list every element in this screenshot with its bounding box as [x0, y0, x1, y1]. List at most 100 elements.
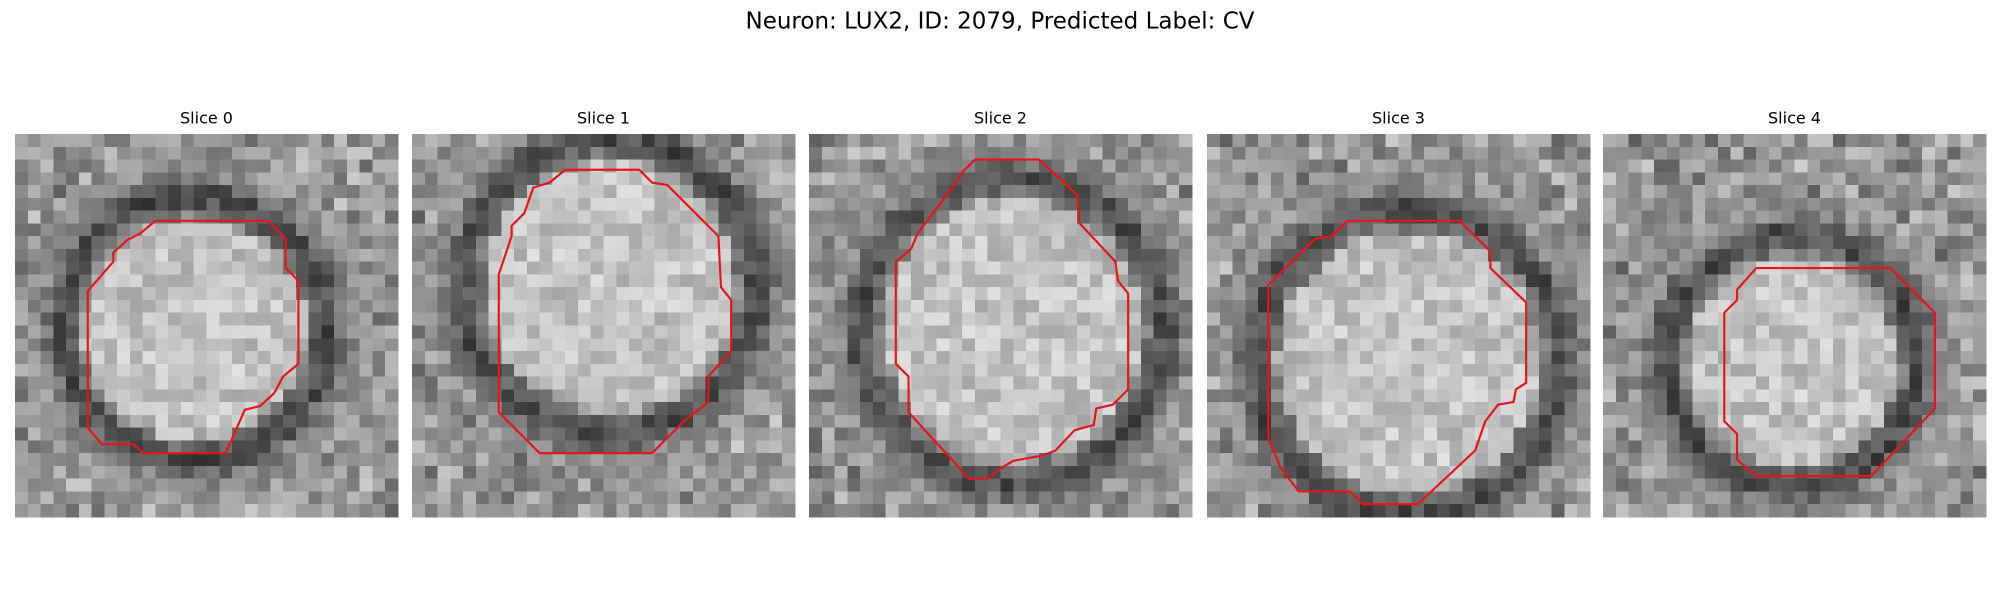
pixel: [244, 414, 258, 429]
pixel: [437, 465, 451, 480]
pixel: [180, 134, 195, 148]
pixel: [1245, 414, 1259, 429]
pixel: [1781, 389, 1795, 403]
pixel: [1347, 465, 1361, 480]
pixel: [1538, 159, 1553, 173]
pixel: [270, 248, 284, 263]
pixel: [629, 210, 643, 224]
pixel: [1424, 146, 1438, 160]
pixel: [1013, 325, 1027, 339]
pixel: [718, 478, 732, 492]
pixel: [1909, 402, 1923, 416]
pixel: [539, 197, 553, 211]
pixel: [359, 312, 373, 326]
pixel: [206, 376, 220, 390]
pixel: [1679, 376, 1693, 390]
pixel: [412, 197, 426, 211]
pixel: [1026, 287, 1040, 301]
pixel: [641, 299, 655, 314]
pixel: [334, 389, 348, 403]
pixel: [359, 185, 373, 199]
pixel: [78, 261, 92, 275]
pixel: [1538, 363, 1553, 377]
pixel: [1385, 402, 1399, 416]
pixel: [1922, 274, 1936, 288]
pixel: [1641, 465, 1655, 480]
pixel: [1449, 146, 1463, 160]
pixel: [40, 210, 54, 224]
pixel: [629, 427, 643, 441]
pixel: [1398, 338, 1412, 352]
pixel: [40, 402, 54, 416]
pixel: [1807, 363, 1821, 377]
pixel: [1960, 491, 1974, 505]
pixel: [1334, 402, 1348, 416]
pixel: [756, 478, 770, 492]
pixel: [1832, 504, 1846, 518]
pixel: [321, 248, 335, 263]
pixel: [1820, 389, 1834, 403]
pixel: [1064, 223, 1078, 237]
pixel: [283, 478, 297, 492]
pixel: [180, 491, 195, 505]
pixel: [1013, 146, 1027, 160]
pixel: [244, 197, 258, 211]
pixel: [1513, 363, 1527, 377]
pixel: [1219, 414, 1233, 429]
pixel: [244, 248, 258, 263]
pixel: [359, 351, 373, 365]
pixel: [821, 261, 835, 275]
pixel: [1115, 159, 1129, 173]
pixel: [1743, 504, 1757, 518]
pixel: [437, 427, 451, 441]
pixel: [193, 491, 207, 505]
pixel: [1871, 236, 1885, 250]
pixel: [219, 197, 233, 211]
pixel: [667, 248, 681, 263]
pixel: [1934, 414, 1949, 429]
pixel: [219, 427, 233, 441]
pixel: [372, 478, 386, 492]
pixel: [1526, 491, 1540, 505]
pixel: [1705, 287, 1719, 301]
pixel: [847, 465, 861, 480]
pixel: [1258, 172, 1272, 186]
pixel: [809, 185, 823, 199]
pixel: [129, 210, 144, 224]
pixel: [488, 453, 502, 467]
pixel: [15, 465, 29, 480]
pixel: [782, 185, 796, 199]
pixel: [219, 414, 233, 429]
pixel: [424, 376, 438, 390]
pixel: [1832, 363, 1846, 377]
pixel: [1692, 134, 1706, 148]
pixel: [1820, 351, 1834, 365]
pixel: [629, 134, 643, 148]
pixel: [898, 236, 912, 250]
pixel: [180, 414, 195, 429]
pixel: [949, 261, 963, 275]
panel-title: Slice 0: [180, 109, 233, 128]
pixel: [359, 325, 373, 339]
pixel: [129, 453, 144, 467]
pixel: [1487, 440, 1502, 454]
pixel: [1666, 312, 1680, 326]
pixel: [1756, 376, 1770, 390]
pixel: [53, 248, 67, 263]
pixel: [1219, 210, 1233, 224]
pixel: [334, 274, 348, 288]
pixel: [424, 146, 438, 160]
pixel: [1475, 402, 1489, 416]
pixel: [1896, 504, 1910, 518]
pixel: [257, 197, 271, 211]
pixel: [91, 376, 105, 390]
pixel: [180, 274, 195, 288]
pixel: [1283, 389, 1297, 403]
pixel: [1973, 223, 1987, 237]
pixel: [346, 402, 361, 416]
pixel: [475, 325, 489, 339]
pixel: [1000, 172, 1014, 186]
pixel: [15, 478, 29, 492]
pixel: [1475, 376, 1489, 390]
pixel: [1102, 236, 1116, 250]
